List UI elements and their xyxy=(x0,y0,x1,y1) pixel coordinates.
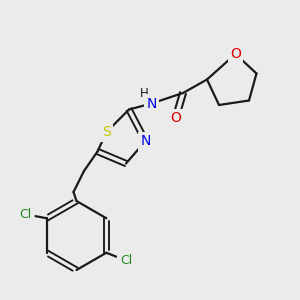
Text: S: S xyxy=(102,125,111,139)
Text: H: H xyxy=(140,87,148,101)
Text: O: O xyxy=(170,112,181,125)
Text: Cl: Cl xyxy=(19,208,31,221)
Text: Cl: Cl xyxy=(120,254,132,267)
Text: O: O xyxy=(230,47,241,61)
Text: N: N xyxy=(146,97,157,110)
Text: N: N xyxy=(140,134,151,148)
